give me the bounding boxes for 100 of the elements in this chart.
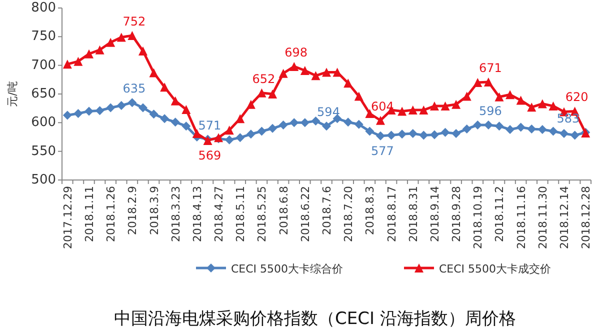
point — [430, 102, 439, 111]
point — [538, 99, 547, 108]
point — [548, 102, 558, 111]
x-tick-label: 2018.3.9 — [148, 186, 161, 235]
point — [149, 110, 158, 119]
point — [386, 130, 396, 140]
point — [290, 118, 299, 128]
point — [365, 126, 374, 136]
x-tick-label: 2017.12.29 — [61, 186, 74, 249]
point — [84, 49, 94, 58]
x-tick-label: 2018.8.17 — [385, 186, 398, 242]
x-tick-label: 2018.9.14 — [428, 186, 442, 242]
data-label: 698 — [284, 45, 308, 60]
data-label: 571 — [198, 118, 222, 132]
point — [506, 90, 515, 100]
point — [224, 126, 234, 135]
y-tick-label: 550 — [31, 144, 56, 159]
point — [106, 38, 116, 47]
point — [128, 98, 137, 108]
point — [452, 100, 461, 109]
point — [268, 90, 278, 98]
x-tick-label: 2018.12.14 — [558, 186, 572, 249]
point — [322, 122, 331, 131]
point — [322, 68, 331, 77]
text: 中国沿海电煤采购价格指数（CECI 沿海指数）周价格 — [114, 309, 516, 329]
point — [376, 131, 385, 140]
point — [95, 106, 104, 116]
point — [182, 122, 191, 131]
point — [516, 122, 526, 132]
point — [430, 130, 439, 140]
x-tick-label: 2018.3.23 — [169, 186, 182, 242]
point — [398, 106, 407, 116]
point — [138, 103, 148, 112]
point — [160, 82, 170, 92]
point — [354, 92, 364, 101]
x-tick-label: 2018.12.28 — [580, 186, 593, 249]
point — [419, 106, 428, 115]
x-tick-label: 2018.7.6 — [320, 186, 334, 235]
point — [149, 68, 158, 78]
point — [116, 32, 126, 42]
point — [473, 78, 482, 88]
point — [440, 128, 450, 137]
point — [311, 71, 320, 80]
data-label: 594 — [317, 105, 340, 120]
data-label: 652 — [252, 72, 276, 86]
point — [376, 116, 385, 125]
point — [484, 77, 493, 86]
x-tick-label: 2018.8.31 — [406, 186, 420, 242]
x-tick-label: 2018.10.19 — [472, 186, 485, 249]
x-tick-label: 2018.11.2 — [493, 186, 506, 242]
point — [290, 62, 299, 71]
point — [116, 100, 126, 110]
data-label: 671 — [478, 60, 502, 75]
point — [344, 78, 353, 88]
point — [462, 92, 472, 101]
point — [236, 133, 245, 142]
point — [170, 96, 180, 106]
x-tick-label: 2018.4.27 — [212, 186, 226, 242]
point — [527, 102, 536, 112]
point — [62, 110, 72, 120]
y-tick-label: 600 — [31, 115, 56, 130]
point — [106, 103, 116, 112]
point — [95, 45, 104, 54]
point — [192, 129, 202, 138]
data-label: 635 — [122, 82, 146, 96]
point — [246, 130, 256, 139]
y-tick-label: 750 — [31, 29, 56, 44]
point — [462, 124, 472, 134]
point — [170, 118, 180, 127]
point — [548, 126, 558, 136]
x-tick-label: 2018.6.22 — [298, 186, 312, 242]
point — [419, 130, 428, 140]
point — [570, 130, 580, 140]
data-label: 620 — [565, 90, 588, 104]
y-tick-label: 650 — [31, 86, 56, 102]
point — [398, 130, 407, 139]
point — [128, 31, 137, 40]
point — [311, 116, 320, 126]
point — [74, 56, 83, 66]
legend-label: CECI 5500大卡成交价 — [439, 262, 552, 276]
x-tick-label: 2018.6.8 — [277, 186, 290, 235]
point — [494, 92, 504, 102]
point — [84, 106, 94, 116]
x-tick-label: 2018.8.3 — [364, 186, 377, 235]
x-tick-label: 2018.7.20 — [342, 186, 356, 242]
point — [354, 120, 364, 129]
x-tick-label: 2018.1.11 — [82, 186, 96, 242]
point — [182, 104, 191, 114]
data-label: 569 — [198, 148, 222, 162]
y-tick-label: 500 — [31, 172, 56, 188]
point — [278, 68, 288, 78]
x-tick-label: 2018.9.28 — [450, 186, 464, 242]
y-axis-title: 元/吨 — [6, 81, 19, 107]
x-tick-label: 2018.4.13 — [190, 186, 204, 242]
x-tick-label: 2018.1.26 — [104, 186, 118, 242]
y-tick-label: 800 — [31, 0, 56, 16]
x-tick-label: 2018.5.11 — [234, 186, 248, 242]
point — [452, 129, 461, 138]
x-tick-label: 2018.2.9 — [126, 186, 140, 235]
point — [278, 120, 288, 130]
